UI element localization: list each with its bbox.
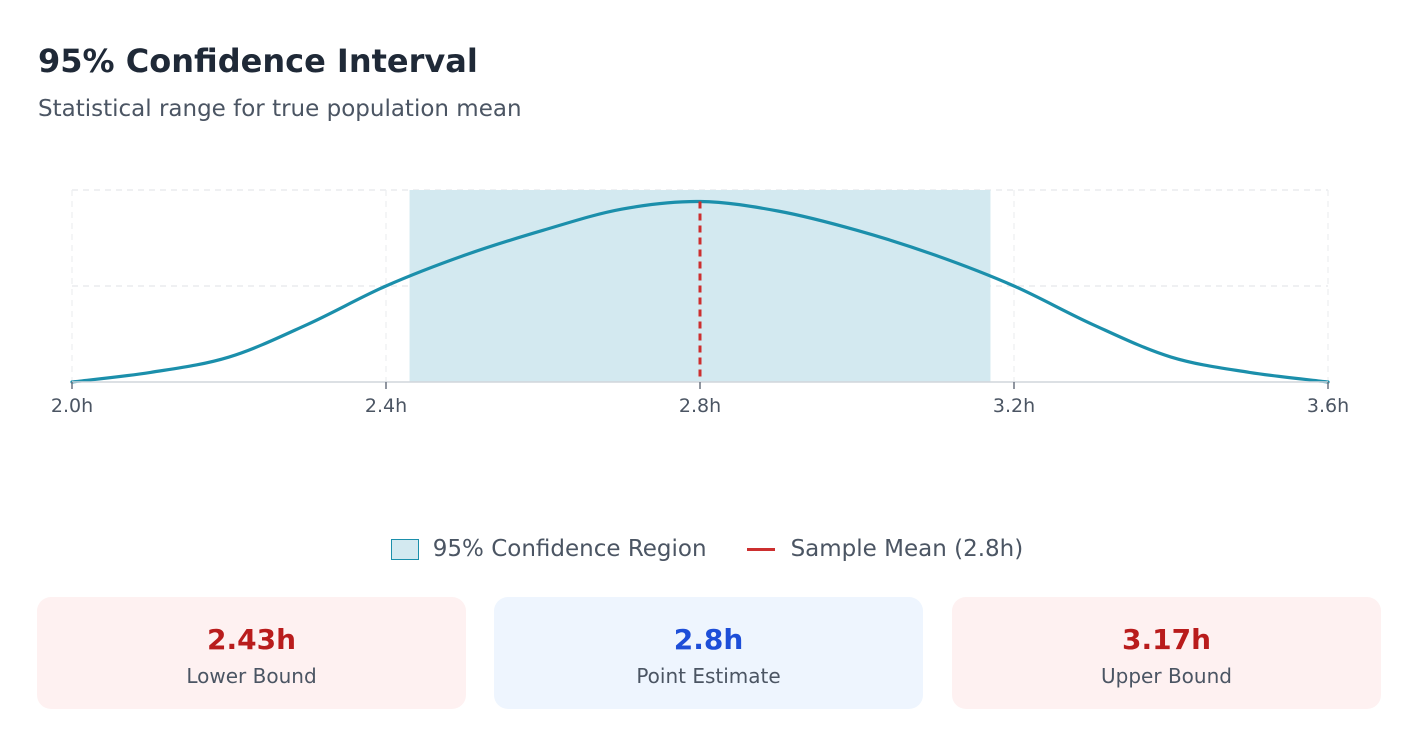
x-tick-layer: 2.0h 2.4h 2.8h 3.2h 3.6h — [51, 382, 1349, 417]
legend-item-confidence-region: 95% Confidence Region — [390, 536, 707, 562]
upper-bound-value: 3.17h — [1121, 623, 1212, 656]
upper-bound-card: 3.17h Upper Bound — [952, 597, 1381, 709]
lower-bound-label: Lower Bound — [186, 664, 317, 688]
legend-item-sample-mean: Sample Mean (2.8h) — [746, 536, 1024, 562]
legend-label-sample-mean: Sample Mean (2.8h) — [790, 536, 1024, 562]
point-estimate-value: 2.8h — [673, 623, 744, 656]
confidence-region-swatch — [390, 538, 419, 560]
page-title: 95% Confidence Interval — [38, 42, 478, 80]
x-tick-label: 3.6h — [1307, 395, 1349, 417]
x-tick-label: 2.4h — [365, 395, 407, 417]
lower-bound-card: 2.43h Lower Bound — [37, 597, 466, 709]
x-tick-label: 2.8h — [679, 395, 721, 417]
legend-label-confidence-region: 95% Confidence Region — [432, 536, 707, 562]
distribution-chart: 2.0h 2.4h 2.8h 3.2h 3.6h — [51, 189, 1349, 417]
x-tick-label: 2.0h — [51, 395, 93, 417]
x-tick-label: 3.2h — [993, 395, 1035, 417]
sample-mean-swatch — [746, 547, 775, 551]
page-subtitle: Statistical range for true population me… — [38, 96, 522, 122]
density-curve — [70, 199, 1330, 384]
point-estimate-label: Point Estimate — [636, 664, 781, 688]
lower-bound-value: 2.43h — [206, 623, 297, 656]
chart-legend: 95% Confidence Region Sample Mean (2.8h) — [0, 536, 1414, 562]
point-estimate-card: 2.8h Point Estimate — [494, 597, 923, 709]
upper-bound-label: Upper Bound — [1101, 664, 1232, 688]
